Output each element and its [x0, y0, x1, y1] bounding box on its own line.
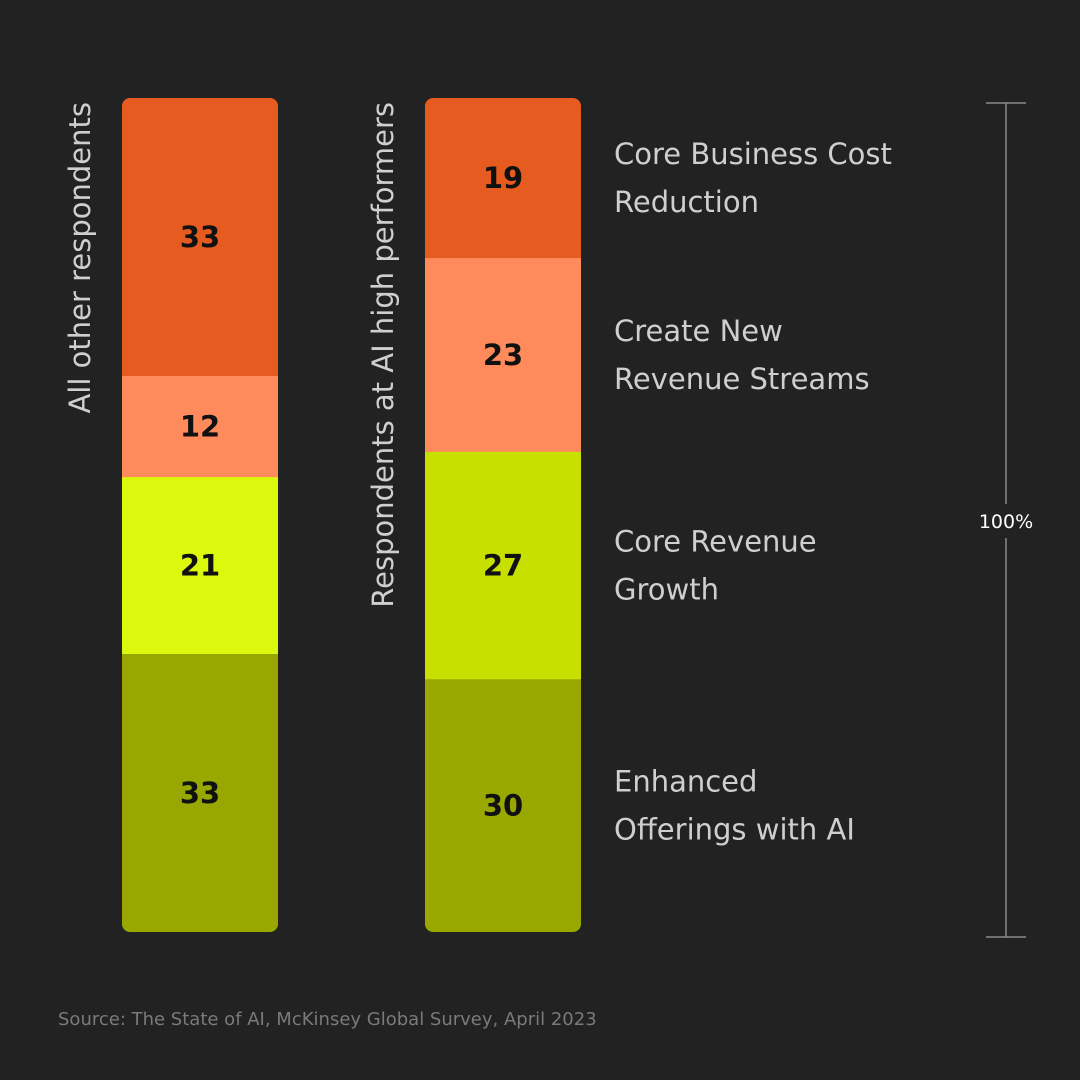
scale-label: 100% [979, 511, 1033, 533]
data-label: 23 [483, 338, 523, 372]
bar-segment [122, 376, 278, 478]
scale-bracket: 100% [976, 102, 1036, 938]
series-label: Enhanced Offerings with AI [614, 765, 855, 847]
data-label: 19 [483, 161, 523, 195]
bar-segment [425, 258, 581, 453]
data-label: 33 [180, 220, 220, 254]
data-label: 27 [483, 549, 523, 583]
bar-category-label: All other respondents [63, 102, 97, 414]
data-label: 12 [180, 410, 220, 444]
scale-label-backdrop [976, 504, 1036, 538]
bar-segment [425, 679, 581, 932]
bar-segment [122, 477, 278, 655]
bar-segment [425, 451, 581, 680]
bar-category-label: Respondents at AI high performers [366, 102, 400, 608]
bar-2 [425, 98, 581, 932]
labels-layer: 33 12 21 33 All other respondents 19 23 27 30 Res… [63, 102, 892, 847]
bar-1 [122, 98, 278, 932]
bar-segment [122, 98, 278, 377]
data-label: 21 [180, 549, 220, 583]
data-label: 30 [483, 789, 523, 823]
series-label: Core Business Cost Reduction [614, 137, 892, 219]
series-label: Core Revenue Growth [614, 525, 817, 607]
data-label: 33 [180, 776, 220, 810]
bars-layer [122, 98, 581, 932]
series-label: Create New Revenue Streams [614, 314, 870, 396]
bar-segment [122, 654, 278, 932]
bar-segment [425, 98, 581, 259]
source-note: Source: The State of AI, McKinsey Global… [58, 1009, 597, 1030]
